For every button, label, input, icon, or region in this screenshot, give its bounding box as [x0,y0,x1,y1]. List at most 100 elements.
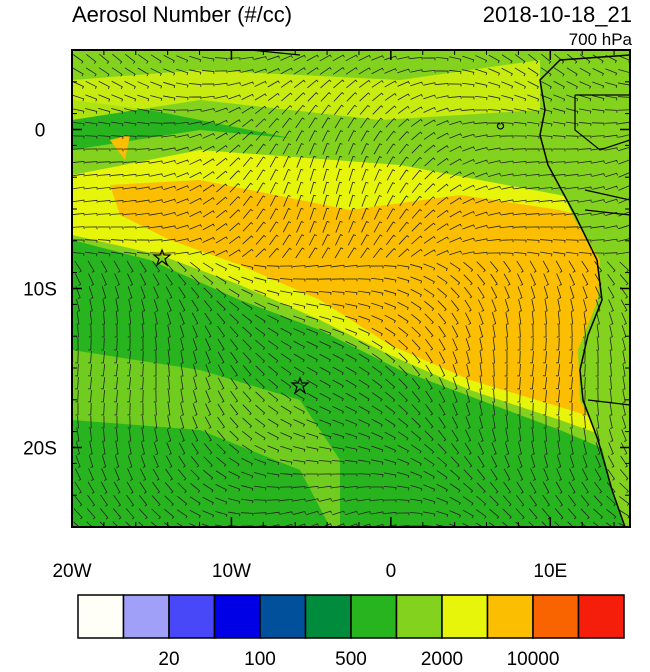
wind-barb [319,510,332,516]
colorbar-box [77,594,125,639]
wind-barb [254,314,266,324]
wind-barb [97,200,111,203]
wind-barb [332,264,345,268]
wind-barb [319,446,332,452]
wind-barb [436,275,448,285]
wind-barb [592,68,604,76]
wind-barb [267,68,280,74]
wind-barb [101,324,105,338]
wind-barb [410,485,423,492]
wind-barb [423,263,436,271]
wind-barb [517,286,523,299]
wind-barb [292,486,306,489]
wind-barb [102,428,105,442]
wind-barb [217,403,225,416]
wind-barb [479,403,483,416]
wind-barb [192,338,198,351]
wind-barb [193,377,198,390]
wind-barb [294,92,306,102]
wind-barb [333,92,345,102]
wind-barb [309,168,317,181]
wind-barb [163,147,176,151]
wind-barb [335,168,343,181]
wind-barb [230,390,239,403]
wind-barb [140,455,146,468]
wind-barb [565,213,579,216]
wind-barb [72,226,85,230]
wind-barb [449,145,462,153]
wind-barb [605,522,614,527]
wind-barb [97,148,111,152]
wind-barb [489,508,500,519]
wind-barb [622,351,626,364]
wind-barb [137,173,150,177]
wind-barb [296,194,304,207]
wind-barb [268,247,280,258]
wind-barb [280,432,293,440]
wind-barb [514,67,526,77]
wind-barb [465,403,471,416]
wind-barb [436,157,449,166]
wind-barb [202,158,215,166]
wind-barb [114,468,120,481]
wind-barb [191,299,199,312]
wind-barb [565,251,579,257]
wind-barb [566,81,578,89]
wind-barb [398,391,408,403]
wind-barb [358,290,371,296]
wind-barb [449,210,462,218]
wind-barb [371,80,384,88]
wind-barb [466,351,471,364]
wind-barb [126,363,132,377]
wind-barb [293,366,305,376]
wind-barb [593,521,600,527]
wind-barb [476,274,486,286]
wind-barb [438,403,446,416]
wind-barb [319,406,331,414]
wind-barb [436,145,449,153]
wind-barb [114,286,120,299]
wind-barb [436,236,449,244]
wind-barb [593,495,603,507]
wind-barb [463,274,473,286]
wind-barb [241,93,254,100]
wind-barb [358,498,371,502]
wind-barb [554,53,565,64]
wind-barb [501,54,513,64]
wind-barb [254,458,267,466]
wind-barb [164,508,175,519]
wind-barb [386,208,396,220]
wind-barb [128,311,132,325]
wind-barb [398,235,410,245]
wind-barb [293,353,305,363]
wind-barb [254,68,267,74]
wind-barb [398,131,410,141]
wind-barb [189,158,202,165]
wind-barb [541,53,552,64]
wind-barb [189,171,202,179]
wind-barb [267,472,280,478]
wind-barb [449,133,462,139]
wind-barb [293,510,306,515]
wind-barb [217,325,226,338]
wind-barb [175,121,189,125]
wind-barb [190,261,201,272]
wind-barb [75,337,79,351]
wind-barb [501,81,514,89]
y-tick-label: 20S [23,439,57,460]
wind-barb [345,510,358,516]
wind-barb [606,482,616,494]
wind-barb [397,444,409,454]
wind-barb [97,226,111,230]
wind-barb [255,404,266,415]
wind-barb [596,337,599,351]
wind-barb [450,287,460,299]
wind-barb [502,495,512,507]
wind-barb [474,95,488,101]
wind-barb [127,273,134,286]
wind-barb [488,225,501,229]
wind-barb [296,207,304,220]
wind-barb [552,148,566,152]
wind-barb [347,117,357,129]
wind-barb [542,350,548,364]
